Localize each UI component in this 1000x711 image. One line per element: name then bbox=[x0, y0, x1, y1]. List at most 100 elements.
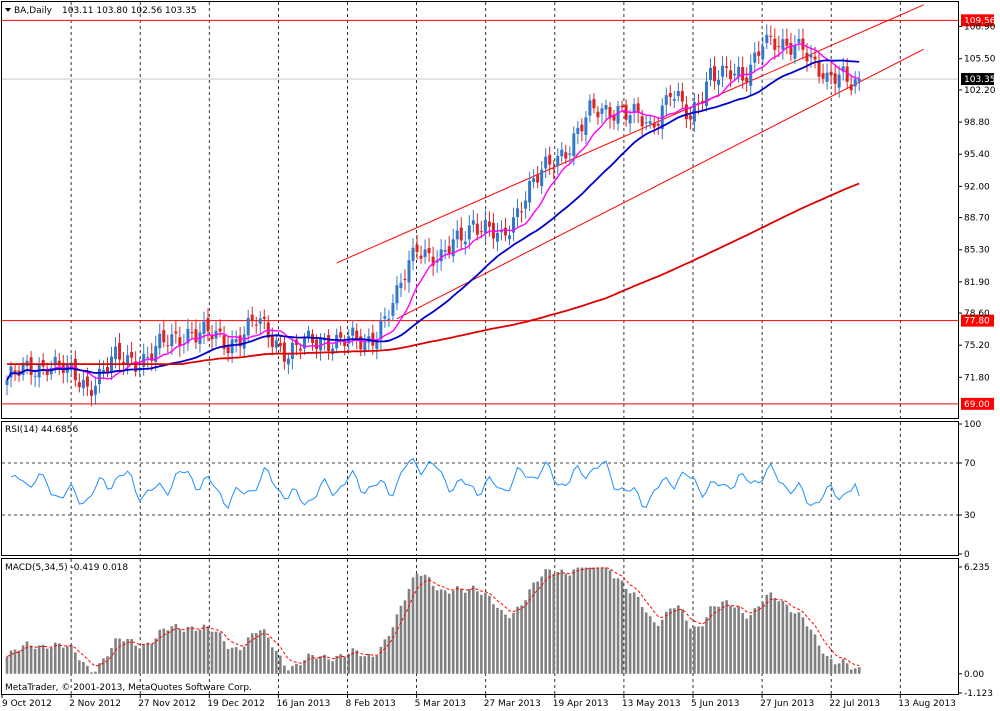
price-axis-label: 108.90 bbox=[964, 23, 996, 33]
macd-bar bbox=[291, 665, 294, 674]
candle-body bbox=[845, 66, 849, 82]
candle-body bbox=[765, 34, 769, 44]
macd-bar bbox=[689, 628, 692, 674]
macd-bar bbox=[580, 567, 584, 674]
price-axis-label: 75.20 bbox=[964, 341, 990, 351]
candle-body bbox=[536, 174, 540, 183]
price-axis-label: 78.60 bbox=[964, 309, 990, 319]
candle-body bbox=[411, 247, 415, 261]
macd-bar bbox=[677, 605, 680, 674]
macd-bar bbox=[279, 655, 282, 674]
candle-body bbox=[158, 333, 162, 349]
candle-body bbox=[363, 341, 367, 352]
macd-bar bbox=[468, 588, 471, 674]
macd-bar bbox=[122, 641, 125, 674]
macd-bar bbox=[789, 612, 793, 674]
macd-bar bbox=[158, 629, 162, 674]
candle-body bbox=[77, 382, 81, 388]
candle-body bbox=[351, 327, 355, 336]
candle-body bbox=[166, 345, 170, 347]
candle-body bbox=[419, 255, 423, 259]
candle-body bbox=[29, 357, 33, 376]
candle-body bbox=[443, 250, 447, 252]
x-axis-label: 5 Mar 2013 bbox=[415, 699, 466, 709]
macd-bar bbox=[363, 656, 367, 674]
macd-bar bbox=[407, 588, 411, 674]
candle-body bbox=[821, 73, 825, 79]
macd-bar bbox=[431, 585, 435, 674]
macd-bar bbox=[757, 606, 761, 674]
trend-channel bbox=[336, 4, 924, 320]
candle-body bbox=[21, 362, 25, 375]
rsi-series bbox=[10, 457, 860, 510]
candle-body bbox=[620, 105, 624, 108]
dropdown-triangle-icon[interactable] bbox=[5, 8, 11, 12]
candle-body bbox=[395, 285, 399, 304]
macd-bar bbox=[222, 641, 226, 674]
macd-bar bbox=[134, 645, 137, 674]
macd-bar bbox=[596, 567, 600, 674]
macd-bar bbox=[439, 589, 443, 674]
candle-body bbox=[391, 303, 395, 316]
macd-bar bbox=[584, 567, 588, 674]
candle-body bbox=[624, 104, 628, 120]
moving-average-line bbox=[6, 59, 860, 381]
macd-bar bbox=[146, 642, 149, 674]
candle-body bbox=[403, 278, 407, 281]
macd-bar bbox=[399, 605, 403, 674]
candle-body bbox=[508, 235, 511, 240]
macd-bar bbox=[709, 606, 712, 674]
candle-body bbox=[343, 341, 347, 347]
macd-bar bbox=[488, 595, 491, 674]
macd-bar bbox=[17, 650, 21, 674]
macd-bar bbox=[110, 647, 113, 674]
candle-body bbox=[793, 45, 797, 59]
candle-body bbox=[315, 339, 319, 350]
candle-body bbox=[170, 334, 174, 347]
macd-bar bbox=[857, 667, 861, 674]
candle-body bbox=[636, 103, 640, 114]
candle-body bbox=[286, 358, 290, 365]
macd-bar bbox=[781, 600, 785, 674]
price-axis-label: 85.30 bbox=[964, 246, 990, 256]
level-price-box bbox=[961, 14, 994, 27]
candle-body bbox=[556, 155, 560, 167]
macd-bar bbox=[463, 592, 467, 674]
macd-bar bbox=[560, 569, 564, 674]
x-axis-label: 2 Nov 2012 bbox=[69, 699, 121, 709]
macd-bar bbox=[299, 665, 302, 674]
macd-bar bbox=[262, 629, 266, 674]
macd-bar bbox=[271, 647, 274, 674]
macd-bar bbox=[548, 569, 551, 674]
macd-bar bbox=[150, 643, 154, 674]
candle-body bbox=[246, 317, 250, 336]
candle-body bbox=[495, 232, 499, 242]
candle-body bbox=[5, 380, 9, 385]
candle-body bbox=[33, 375, 37, 377]
macd-bar bbox=[5, 656, 9, 674]
macd-bar bbox=[13, 649, 17, 674]
candle-body bbox=[781, 39, 785, 50]
candle-body bbox=[242, 334, 246, 349]
candle-body bbox=[757, 51, 761, 56]
macd-bar bbox=[669, 608, 672, 674]
price-axis-label: 95.40 bbox=[964, 150, 990, 160]
candle-body bbox=[339, 332, 343, 338]
macd-bar bbox=[552, 573, 556, 674]
macd-bar bbox=[355, 650, 359, 674]
macd-bar bbox=[57, 643, 61, 674]
macd-bar bbox=[9, 650, 13, 674]
macd-bar bbox=[721, 601, 724, 674]
macd-bar bbox=[415, 573, 419, 674]
macd-bar bbox=[705, 617, 708, 674]
candle-body bbox=[729, 70, 733, 80]
candle-body bbox=[532, 178, 536, 183]
macd-bar bbox=[516, 606, 519, 674]
macd-bar bbox=[797, 612, 801, 674]
candle-body bbox=[487, 221, 491, 227]
macd-bar bbox=[564, 573, 568, 674]
candle-body bbox=[516, 208, 520, 218]
moving-average-line bbox=[7, 182, 860, 365]
y-axis-labels: 108.90 105.50 102.20 98.80 95.40 92.00 88.70 85… bbox=[958, 23, 996, 699]
